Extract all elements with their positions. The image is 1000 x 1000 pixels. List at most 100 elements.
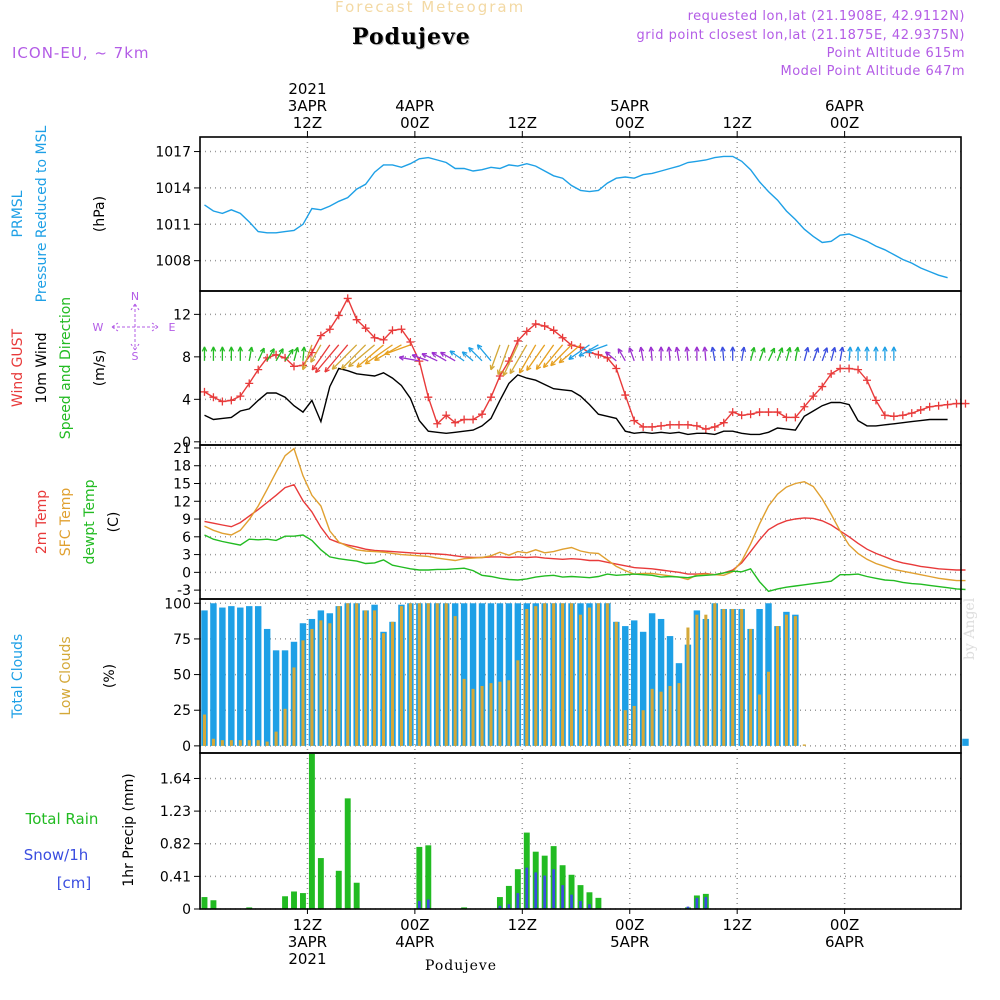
wind-arrow-shaft [526,344,546,371]
wind-arrow-head [449,350,456,356]
y-tick-label: 6 [182,530,191,546]
wind-arrow-shaft [324,344,349,373]
wind-arrow-shaft [794,346,799,361]
bar-total-rain [586,892,593,909]
wind-arrow-head [314,367,321,374]
y-tick-label: 50 [173,668,191,684]
gust-marker [692,421,701,430]
gust-marker [478,410,487,419]
bar-total-rain [308,753,315,909]
bar-total-clouds [648,613,656,746]
y-tick-label: 4 [182,392,191,408]
y-tick-label: 1017 [155,145,191,161]
bar-low-clouds [623,710,627,746]
wind-arrow-head [421,352,427,358]
gust-marker [836,364,845,373]
wind-arrow-head [729,346,736,352]
bar-low-clouds [534,606,538,746]
top-time-label: 5APR [610,97,649,115]
wind-arrow [658,346,664,361]
bar-total-rain [496,897,503,909]
bar-snow-1h [588,904,591,909]
compass-e: E [169,321,176,334]
gust-marker [934,401,943,410]
wind-arrow-shaft [675,346,680,361]
wind-arrow-head [831,346,837,353]
bar-low-clouds [668,685,672,746]
wind-arrow-head [248,346,254,353]
meteogram-title: Forecast Meteogram [335,0,526,16]
bar-low-clouds [247,740,251,746]
gust-marker [558,333,567,342]
wind-arrow [864,346,870,361]
wind-arrow-head [814,347,820,353]
bar-low-clouds [758,694,762,746]
wind-arrow-shaft [421,353,438,362]
bar-snow-1h [418,901,421,909]
panel-frame [199,444,962,600]
wind-arrow [421,352,438,362]
gust-marker [862,376,871,385]
bar-low-clouds [543,603,547,746]
bar-total-rain [291,891,297,909]
wind-arrow [440,351,456,362]
wind-arrow-head [568,354,574,360]
gust-marker [907,409,916,418]
wind-arrow-shaft [293,347,299,362]
bar-low-clouds [516,660,520,746]
bar-low-clouds [704,614,708,746]
temp-label-dewpt: dewpt Temp [82,479,98,564]
wind-arrow-head [288,348,294,355]
top-time-label: 12Z [508,114,537,132]
wind-arrow-head [364,359,371,365]
wind-arrow-shaft [497,344,510,375]
wind-arrow [248,346,254,361]
bar-low-clouds [802,744,806,746]
wind-arrow-shaft [721,346,725,361]
bar-snow-1h [570,894,573,909]
wind-arrow [526,344,546,372]
wind-arrow-head [518,368,524,374]
wind-label-10m: 10m Wind [34,332,50,403]
wind-arrow-shaft [476,344,492,362]
wind-arrow [873,346,879,361]
wind-arrow-head [822,347,829,353]
wind-arrow-head [864,346,870,352]
gust-marker [674,420,683,429]
y-tick-label: 0.41 [160,869,191,885]
wind-arrow-shaft [812,347,819,362]
wind-arrow [586,344,608,354]
gust-marker [889,412,898,421]
bar-total-clouds [210,603,217,746]
wind-arrow [568,344,590,360]
gust-marker [451,418,460,427]
grid-point-coordinates: grid point closest lon,lat (21.1875E, 42… [636,28,965,43]
bar-total-rain [317,858,324,909]
wind-arrow [847,346,853,361]
bar-total-clouds [630,620,638,746]
gust-marker [630,416,639,425]
wind-arrow [729,346,736,361]
wind-arrow [324,344,349,373]
bar-low-clouds [587,607,591,746]
wind-arrow-head [526,365,532,372]
series-line-dewpt-temp [204,534,966,593]
pressure-label-unit: (hPa) [92,196,108,232]
wind-arrow-head [658,346,664,352]
gust-marker [961,399,970,408]
bar-total-clouds [460,603,468,746]
wind-arrow-shaft [703,346,707,361]
gust-marker [701,425,710,434]
bar-total-rain [416,846,423,909]
wind-arrow-shaft [248,346,253,361]
bar-total-clouds [496,603,504,746]
bar-low-clouds [408,603,412,746]
bar-low-clouds [480,685,484,746]
gust-marker [343,294,352,303]
gust-marker [666,420,675,429]
bar-low-clouds [749,628,753,746]
wind-arrow [821,347,829,362]
wind-arrow-head [710,346,716,353]
wind-arrow [542,344,564,369]
gust-marker [737,411,746,420]
